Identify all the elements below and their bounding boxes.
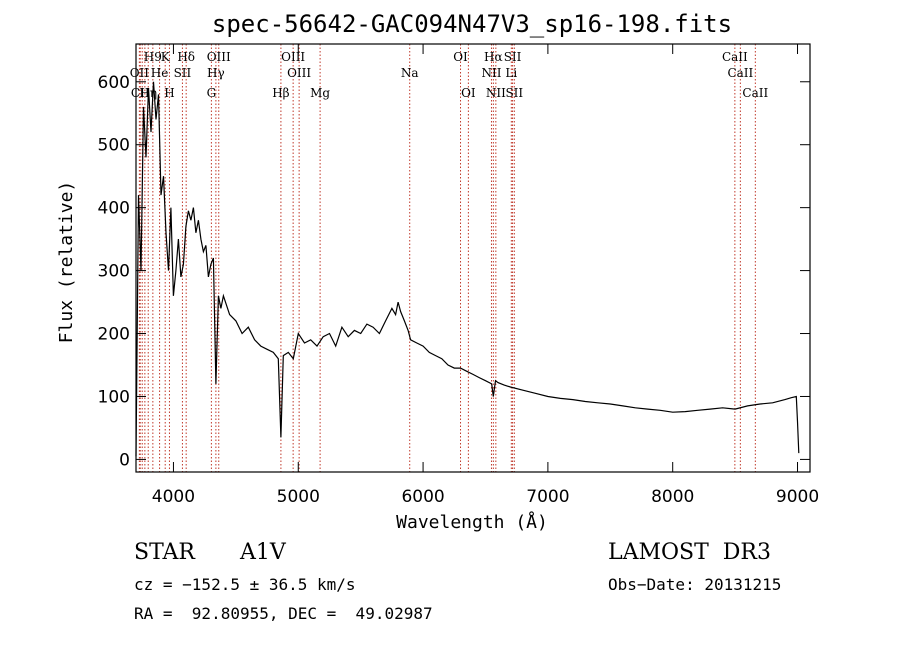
y-tick-label: 200 bbox=[98, 325, 130, 345]
line-label: CaII bbox=[722, 50, 748, 64]
object-subclass: A1V bbox=[240, 540, 286, 565]
flux-series-line bbox=[135, 81, 800, 457]
y-tick-label: 100 bbox=[98, 387, 130, 407]
observation-date: Obs−Date: 20131215 bbox=[608, 575, 782, 594]
y-tick-label: 300 bbox=[98, 262, 130, 282]
line-label: OIII bbox=[281, 50, 305, 64]
line-label: SII bbox=[174, 66, 192, 80]
y-tick-label: 500 bbox=[98, 136, 130, 156]
y-axis-label: Flux (relative) bbox=[56, 181, 77, 344]
line-label: OI bbox=[453, 50, 468, 64]
line-label: NII bbox=[481, 66, 501, 80]
line-label: H9 bbox=[144, 50, 162, 64]
y-tick-label: 600 bbox=[98, 73, 130, 93]
spectrum-chart: spec-56642-GAC094N47V3_sp16-198.fits H9K… bbox=[56, 10, 819, 533]
line-label: H bbox=[164, 86, 174, 100]
line-label: OIII bbox=[207, 50, 231, 64]
line-label: OIII bbox=[287, 66, 311, 80]
x-tick-label: 8000 bbox=[651, 487, 694, 507]
line-label: OI bbox=[461, 86, 476, 100]
line-label: NII bbox=[486, 86, 506, 100]
x-axis-ticks: 4000 5000 6000 7000 8000 9000 bbox=[152, 44, 819, 507]
x-tick-label: 7000 bbox=[526, 487, 569, 507]
line-label: K bbox=[161, 50, 171, 64]
x-tick-label: 4000 bbox=[152, 487, 195, 507]
spectral-line-markers bbox=[138, 44, 756, 472]
line-label: G bbox=[207, 86, 217, 100]
line-label: Hα bbox=[484, 50, 503, 64]
line-label: SII bbox=[504, 50, 522, 64]
x-axis-label: Wavelength (Å) bbox=[396, 511, 548, 533]
line-label: Hγ bbox=[207, 66, 225, 80]
survey-name: LAMOST DR3 bbox=[608, 540, 771, 565]
line-label: Hβ bbox=[272, 86, 289, 100]
y-tick-label: 0 bbox=[119, 450, 130, 470]
line-label: Mg bbox=[310, 86, 330, 100]
line-label: CaII bbox=[727, 66, 753, 80]
x-tick-label: 9000 bbox=[776, 487, 819, 507]
x-tick-label: 5000 bbox=[277, 487, 320, 507]
plot-frame bbox=[135, 43, 811, 473]
y-tick-label: 400 bbox=[98, 199, 130, 219]
line-label: OII bbox=[130, 66, 150, 80]
line-label: He bbox=[151, 66, 169, 80]
object-class: STAR bbox=[134, 540, 195, 565]
line-label: SII bbox=[505, 86, 523, 100]
line-label: CaII bbox=[742, 86, 768, 100]
x-tick-label: 6000 bbox=[401, 487, 444, 507]
coordinates: RA = 92.80955, DEC = 49.02987 bbox=[134, 604, 433, 623]
line-label: Li bbox=[505, 66, 517, 80]
redshift-cz: cz = −152.5 ± 36.5 km/s bbox=[134, 575, 356, 594]
line-label: Na bbox=[401, 66, 419, 80]
y-axis-ticks: 0 100 200 300 400 500 600 bbox=[98, 73, 810, 470]
chart-title: spec-56642-GAC094N47V3_sp16-198.fits bbox=[212, 10, 732, 38]
line-label: Hδ bbox=[177, 50, 195, 64]
